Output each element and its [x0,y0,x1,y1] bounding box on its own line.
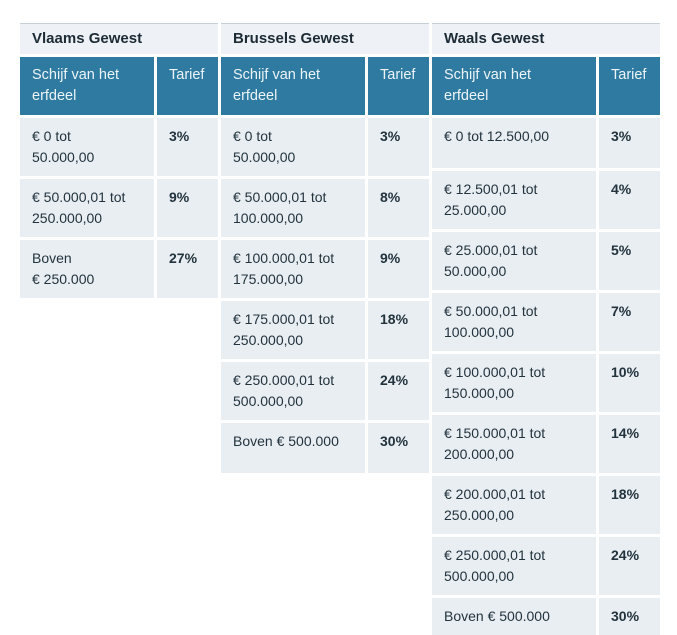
bracket-cell: € 0 tot 50.000,00 [221,118,365,176]
rate-cell: 3% [368,118,429,176]
bracket-cell: € 25.000,01 tot 50.000,00 [432,232,596,290]
table-grid: Schijf van het erfdeel Tarief € 0 tot 12… [432,57,660,635]
rate-cell: 5% [599,232,660,290]
rate-cell: 27% [157,240,218,298]
column-header-rate: Tarief [599,57,660,115]
rate-cell: 3% [599,118,660,168]
tax-tables: Vlaams Gewest Schijf van het erfdeel Tar… [20,23,660,635]
rate-cell: 7% [599,293,660,351]
column-header-bracket: Schijf van het erfdeel [221,57,365,115]
rate-cell: 24% [599,537,660,595]
bracket-cell: € 50.000,01 tot 100.000,00 [221,179,365,237]
bracket-cell: € 150.000,01 tot 200.000,00 [432,415,596,473]
column-header-rate: Tarief [368,57,429,115]
rate-cell: 4% [599,171,660,229]
table-title: Vlaams Gewest [20,23,218,54]
bracket-cell: Boven € 250.000 [20,240,154,298]
rate-cell: 9% [368,240,429,298]
bracket-cell: € 0 tot 50.000,00 [20,118,154,176]
region-table: Vlaams Gewest Schijf van het erfdeel Tar… [20,23,218,298]
rate-cell: 14% [599,415,660,473]
rate-cell: 24% [368,362,429,420]
region-table: Brussels Gewest Schijf van het erfdeel T… [221,23,429,473]
bracket-cell: € 100.000,01 tot 175.000,00 [221,240,365,298]
region-table: Waals Gewest Schijf van het erfdeel Tari… [432,23,660,635]
rate-cell: 30% [599,598,660,635]
bracket-cell: € 50.000,01 tot 250.000,00 [20,179,154,237]
bracket-cell: € 250.000,01 tot 500.000,00 [432,537,596,595]
table-title: Brussels Gewest [221,23,429,54]
bracket-cell: € 100.000,01 tot 150.000,00 [432,354,596,412]
table-grid: Schijf van het erfdeel Tarief € 0 tot 50… [221,57,429,473]
column-header-bracket: Schijf van het erfdeel [432,57,596,115]
bracket-cell: € 200.000,01 tot 250.000,00 [432,476,596,534]
rate-cell: 30% [368,423,429,473]
bracket-cell: € 50.000,01 tot 100.000,00 [432,293,596,351]
bracket-cell: € 250.000,01 tot 500.000,00 [221,362,365,420]
bracket-cell: Boven € 500.000 [221,423,365,473]
rate-cell: 3% [157,118,218,176]
rate-cell: 9% [157,179,218,237]
rate-cell: 18% [368,301,429,359]
table-grid: Schijf van het erfdeel Tarief € 0 tot 50… [20,57,218,298]
rate-cell: 10% [599,354,660,412]
rate-cell: 8% [368,179,429,237]
column-header-bracket: Schijf van het erfdeel [20,57,154,115]
table-title: Waals Gewest [432,23,660,54]
bracket-cell: Boven € 500.000 [432,598,596,635]
rate-cell: 18% [599,476,660,534]
column-header-rate: Tarief [157,57,218,115]
bracket-cell: € 0 tot 12.500,00 [432,118,596,168]
bracket-cell: € 175.000,01 tot 250.000,00 [221,301,365,359]
bracket-cell: € 12.500,01 tot 25.000,00 [432,171,596,229]
